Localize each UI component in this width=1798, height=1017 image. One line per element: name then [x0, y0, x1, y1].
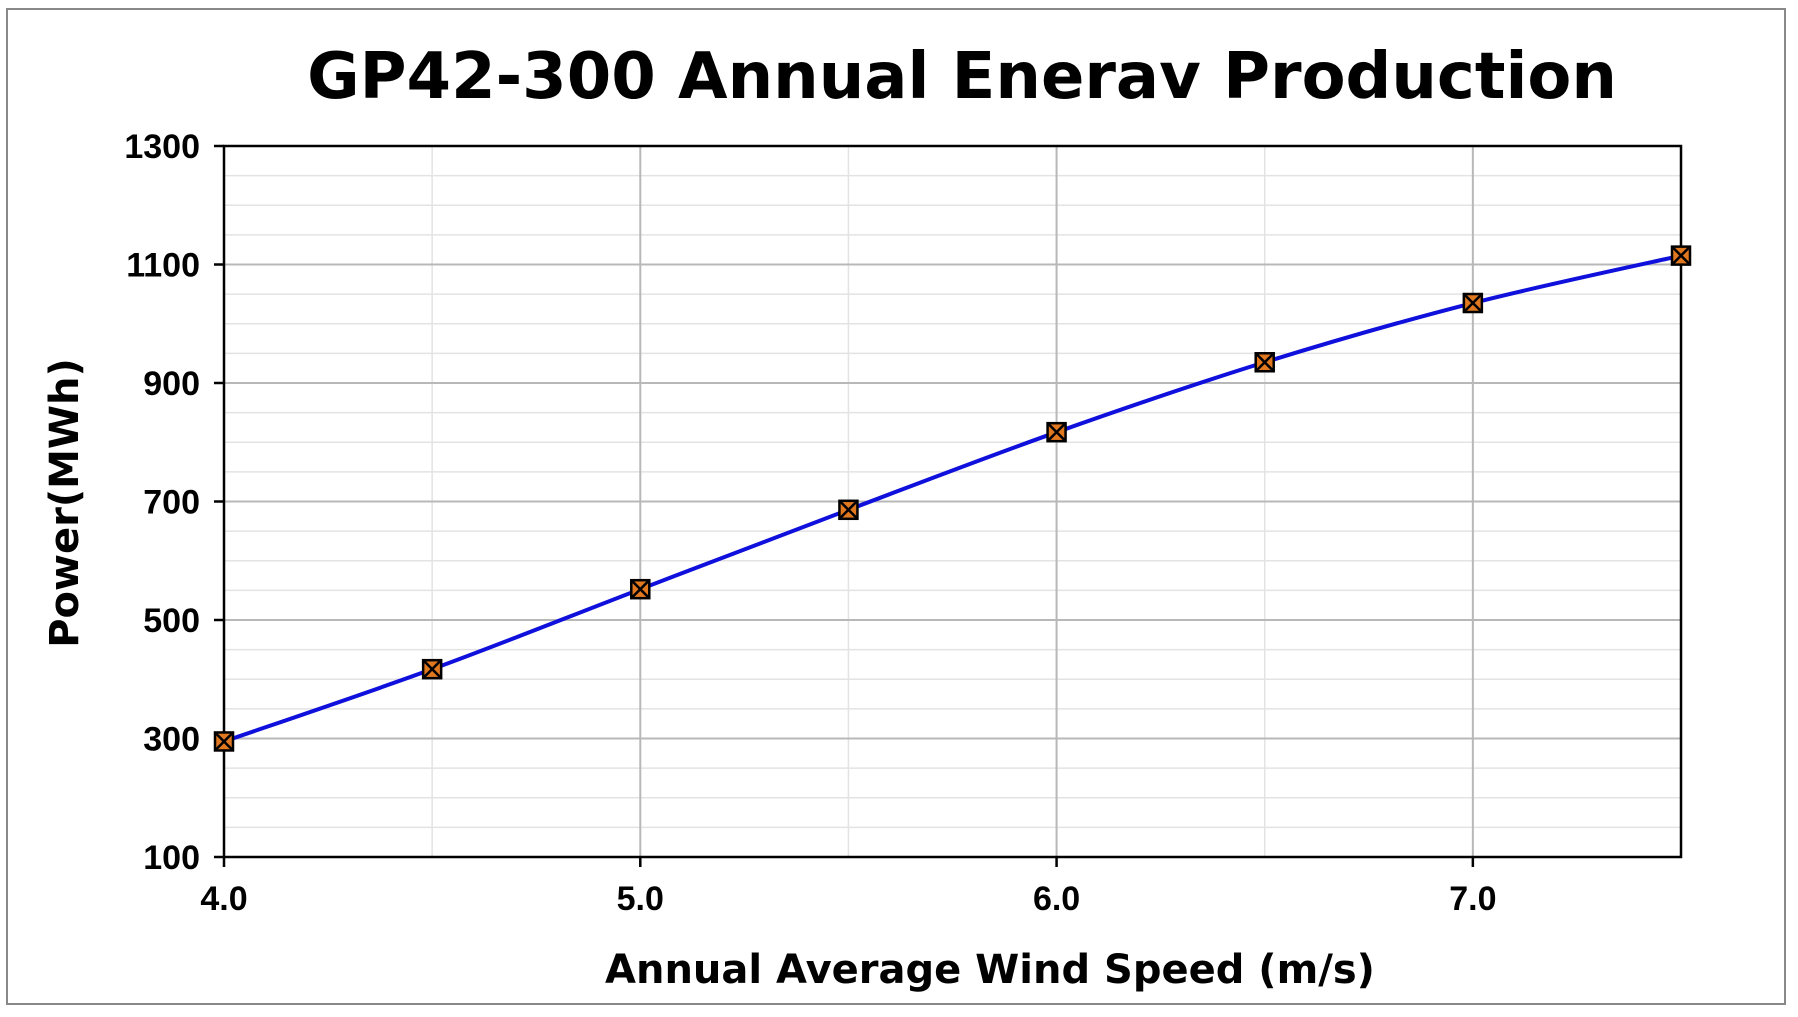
- y-tick-label: 1100: [126, 247, 200, 285]
- x-tick-label: 4.0: [200, 880, 247, 918]
- series-line: [223, 253, 1682, 744]
- x-axis-label: Annual Average Wind Speed (m/s): [605, 947, 1375, 993]
- chart-frame: [6, 8, 1786, 1005]
- y-tick-label: 100: [143, 839, 200, 877]
- y-axis-ticks: 100 300 500 700 900 1100 1300: [124, 128, 224, 877]
- data-point: [1462, 292, 1484, 314]
- x-axis-ticks: 4.0 5.0 6.0 7.0: [200, 857, 1496, 918]
- data-point: [630, 578, 651, 600]
- y-tick-label: 1300: [124, 128, 200, 166]
- y-tick-label: 300: [143, 721, 200, 759]
- data-point: [1254, 352, 1275, 373]
- series-layer: [213, 245, 1692, 752]
- data-point: [421, 658, 443, 680]
- y-tick-label: 700: [143, 484, 200, 522]
- chart-title: GP42-300 Annual Enerav Production: [307, 40, 1617, 114]
- data-point: [1670, 245, 1692, 266]
- x-tick-label: 5.0: [617, 880, 664, 918]
- data-point: [1046, 421, 1067, 443]
- x-tick-label: 6.0: [1033, 880, 1080, 918]
- y-tick-label: 900: [143, 365, 200, 403]
- y-axis-label: Power(MWh): [42, 358, 88, 648]
- grid: [223, 145, 1681, 858]
- y-tick-label: 500: [143, 602, 200, 640]
- data-point: [213, 731, 235, 752]
- x-tick-label: 7.0: [1449, 880, 1496, 918]
- data-point: [838, 499, 859, 521]
